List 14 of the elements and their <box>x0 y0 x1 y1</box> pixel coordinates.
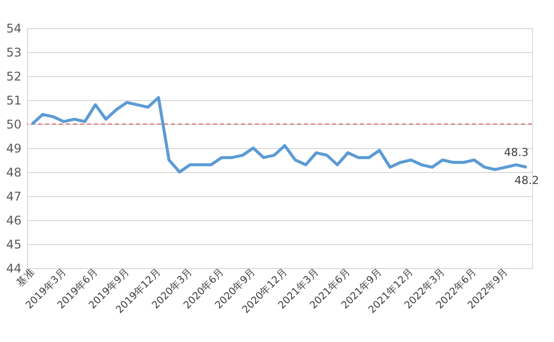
y-tick-label: 50 <box>6 118 22 132</box>
y-tick-label: 48 <box>6 166 22 180</box>
y-tick-label: 51 <box>6 94 22 108</box>
y-tick-label: 46 <box>6 214 22 228</box>
y-tick-label: 45 <box>6 238 22 252</box>
y-tick-label: 49 <box>6 142 22 156</box>
data-label: 48.3 <box>504 146 528 159</box>
y-tick-label: 52 <box>6 70 22 84</box>
y-tick-label: 47 <box>6 190 22 204</box>
line-series <box>30 96 528 174</box>
y-tick-label: 44 <box>6 262 22 276</box>
data-label: 48.2 <box>514 174 539 188</box>
y-tick-label: 53 <box>6 46 22 60</box>
y-tick-label: 54 <box>6 22 22 36</box>
